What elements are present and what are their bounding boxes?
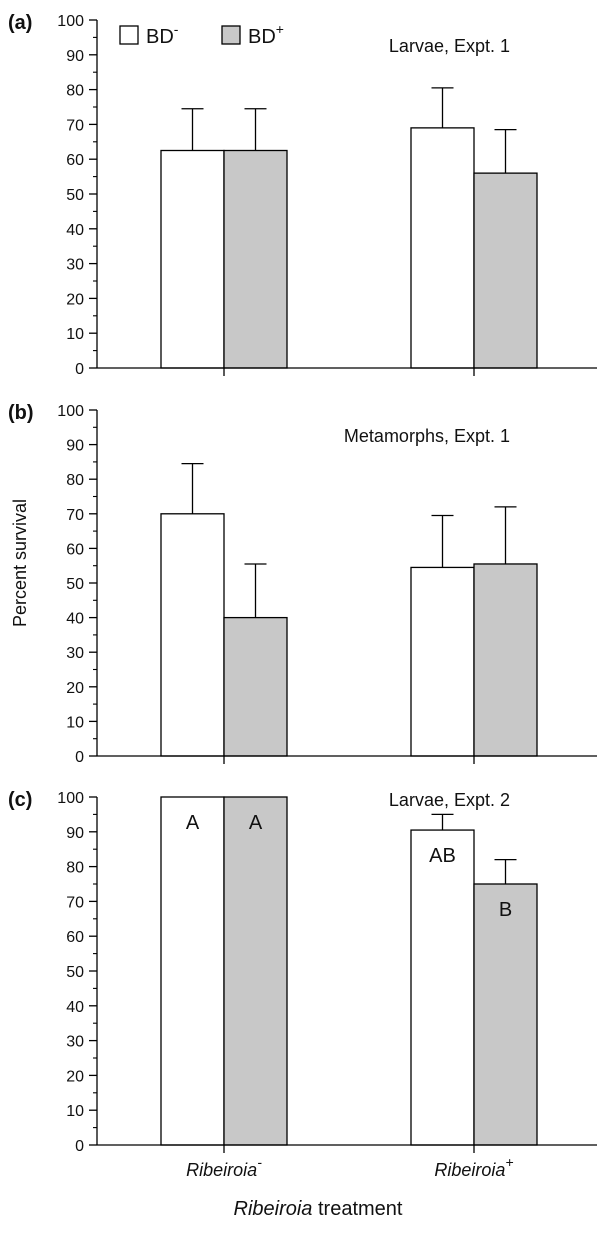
y-tick-label: 0	[75, 749, 84, 766]
panel-label: (b)	[8, 402, 34, 424]
y-axis-label: Percent survival	[10, 499, 30, 627]
x-category-label-sup: +	[505, 1154, 513, 1170]
panel-title: Larvae, Expt. 2	[389, 790, 510, 810]
legend-label-bd-minus-sup: -	[174, 21, 179, 37]
bar-bd-plus	[473, 563, 538, 757]
x-category-label-sup: -	[257, 1154, 262, 1170]
bar-bd-minus	[410, 566, 475, 757]
bar-bd-minus	[160, 149, 225, 369]
y-tick-label: 60	[66, 541, 84, 558]
panel-title: Larvae, Expt. 1	[389, 36, 510, 56]
y-tick-label: 70	[66, 117, 84, 134]
y-tick-label: 100	[57, 403, 84, 420]
y-tick-label: 10	[66, 1103, 84, 1120]
y-tick-label: 90	[66, 438, 84, 455]
panel-label: (c)	[8, 789, 32, 811]
x-category-label: Ribeiroia-	[186, 1154, 262, 1180]
y-tick-label: 30	[66, 1034, 84, 1051]
y-tick-label: 90	[66, 825, 84, 842]
bar-bd-minus	[160, 513, 225, 757]
y-tick-label: 50	[66, 964, 84, 981]
bar-bd-plus	[473, 883, 538, 1146]
y-tick-label: 10	[66, 326, 84, 343]
y-tick-label: 70	[66, 894, 84, 911]
legend-swatch-bd-minus	[119, 25, 139, 45]
legend-label-bd-plus-sup: +	[276, 21, 284, 37]
legend-label-bd-minus: BD-	[146, 21, 179, 48]
bar-bd-plus	[223, 796, 288, 1146]
legend-label-bd-minus-base: BD	[146, 26, 174, 48]
bar-bd-minus	[160, 796, 225, 1146]
x-axis-label: Ribeiroia treatment	[234, 1198, 403, 1220]
x-axis-label-rest: treatment	[312, 1198, 402, 1220]
significance-letter: B	[499, 899, 512, 921]
y-tick-label: 40	[66, 222, 84, 239]
y-tick-label: 70	[66, 507, 84, 524]
y-tick-label: 80	[66, 472, 84, 489]
x-axis-label-italic: Ribeiroia	[234, 1198, 313, 1220]
y-tick-label: 50	[66, 576, 84, 593]
bar-bd-plus	[223, 149, 288, 369]
significance-letter: AB	[429, 845, 456, 867]
legend-swatch-bd-plus	[221, 25, 241, 45]
bar-bd-plus	[223, 616, 288, 757]
panel-2: 0 10 20 30 40 50 60 70 80 90 100 (b) Metamorphs, Exp…	[8, 402, 597, 766]
x-category-label-base: Ribeiroia	[434, 1160, 505, 1180]
y-tick-label: 0	[75, 361, 84, 378]
legend-label-bd-plus-base: BD	[248, 26, 276, 48]
y-tick-label: 80	[66, 83, 84, 100]
y-tick-label: 100	[57, 13, 84, 30]
panel-1: 0 10 20 30 40 50 60 70 80 90 100 (a) Larvae, Expt. 1	[8, 12, 597, 378]
bar-bd-minus	[410, 127, 475, 369]
y-tick-label: 50	[66, 187, 84, 204]
panel-label: (a)	[8, 12, 32, 34]
y-tick-label: 80	[66, 860, 84, 877]
significance-letter: A	[249, 812, 263, 834]
x-category-label: Ribeiroia+	[434, 1154, 513, 1180]
y-tick-label: 40	[66, 999, 84, 1016]
y-tick-label: 20	[66, 291, 84, 308]
y-tick-label: 10	[66, 714, 84, 731]
y-tick-label: 100	[57, 790, 84, 807]
bar-bd-minus	[410, 829, 475, 1146]
legend: BD- BD+	[119, 21, 284, 48]
panel-title: Metamorphs, Expt. 1	[344, 426, 510, 446]
significance-letter: A	[186, 812, 200, 834]
legend-label-bd-plus: BD+	[248, 21, 284, 48]
y-tick-label: 0	[75, 1138, 84, 1155]
y-tick-label: 60	[66, 929, 84, 946]
y-tick-label: 90	[66, 48, 84, 65]
y-tick-label: 20	[66, 1068, 84, 1085]
bar-bd-plus	[473, 172, 538, 369]
y-tick-label: 20	[66, 680, 84, 697]
y-tick-label: 30	[66, 645, 84, 662]
y-tick-label: 40	[66, 611, 84, 628]
y-tick-label: 30	[66, 257, 84, 274]
x-category-label-base: Ribeiroia	[186, 1160, 257, 1180]
y-tick-label: 60	[66, 152, 84, 169]
